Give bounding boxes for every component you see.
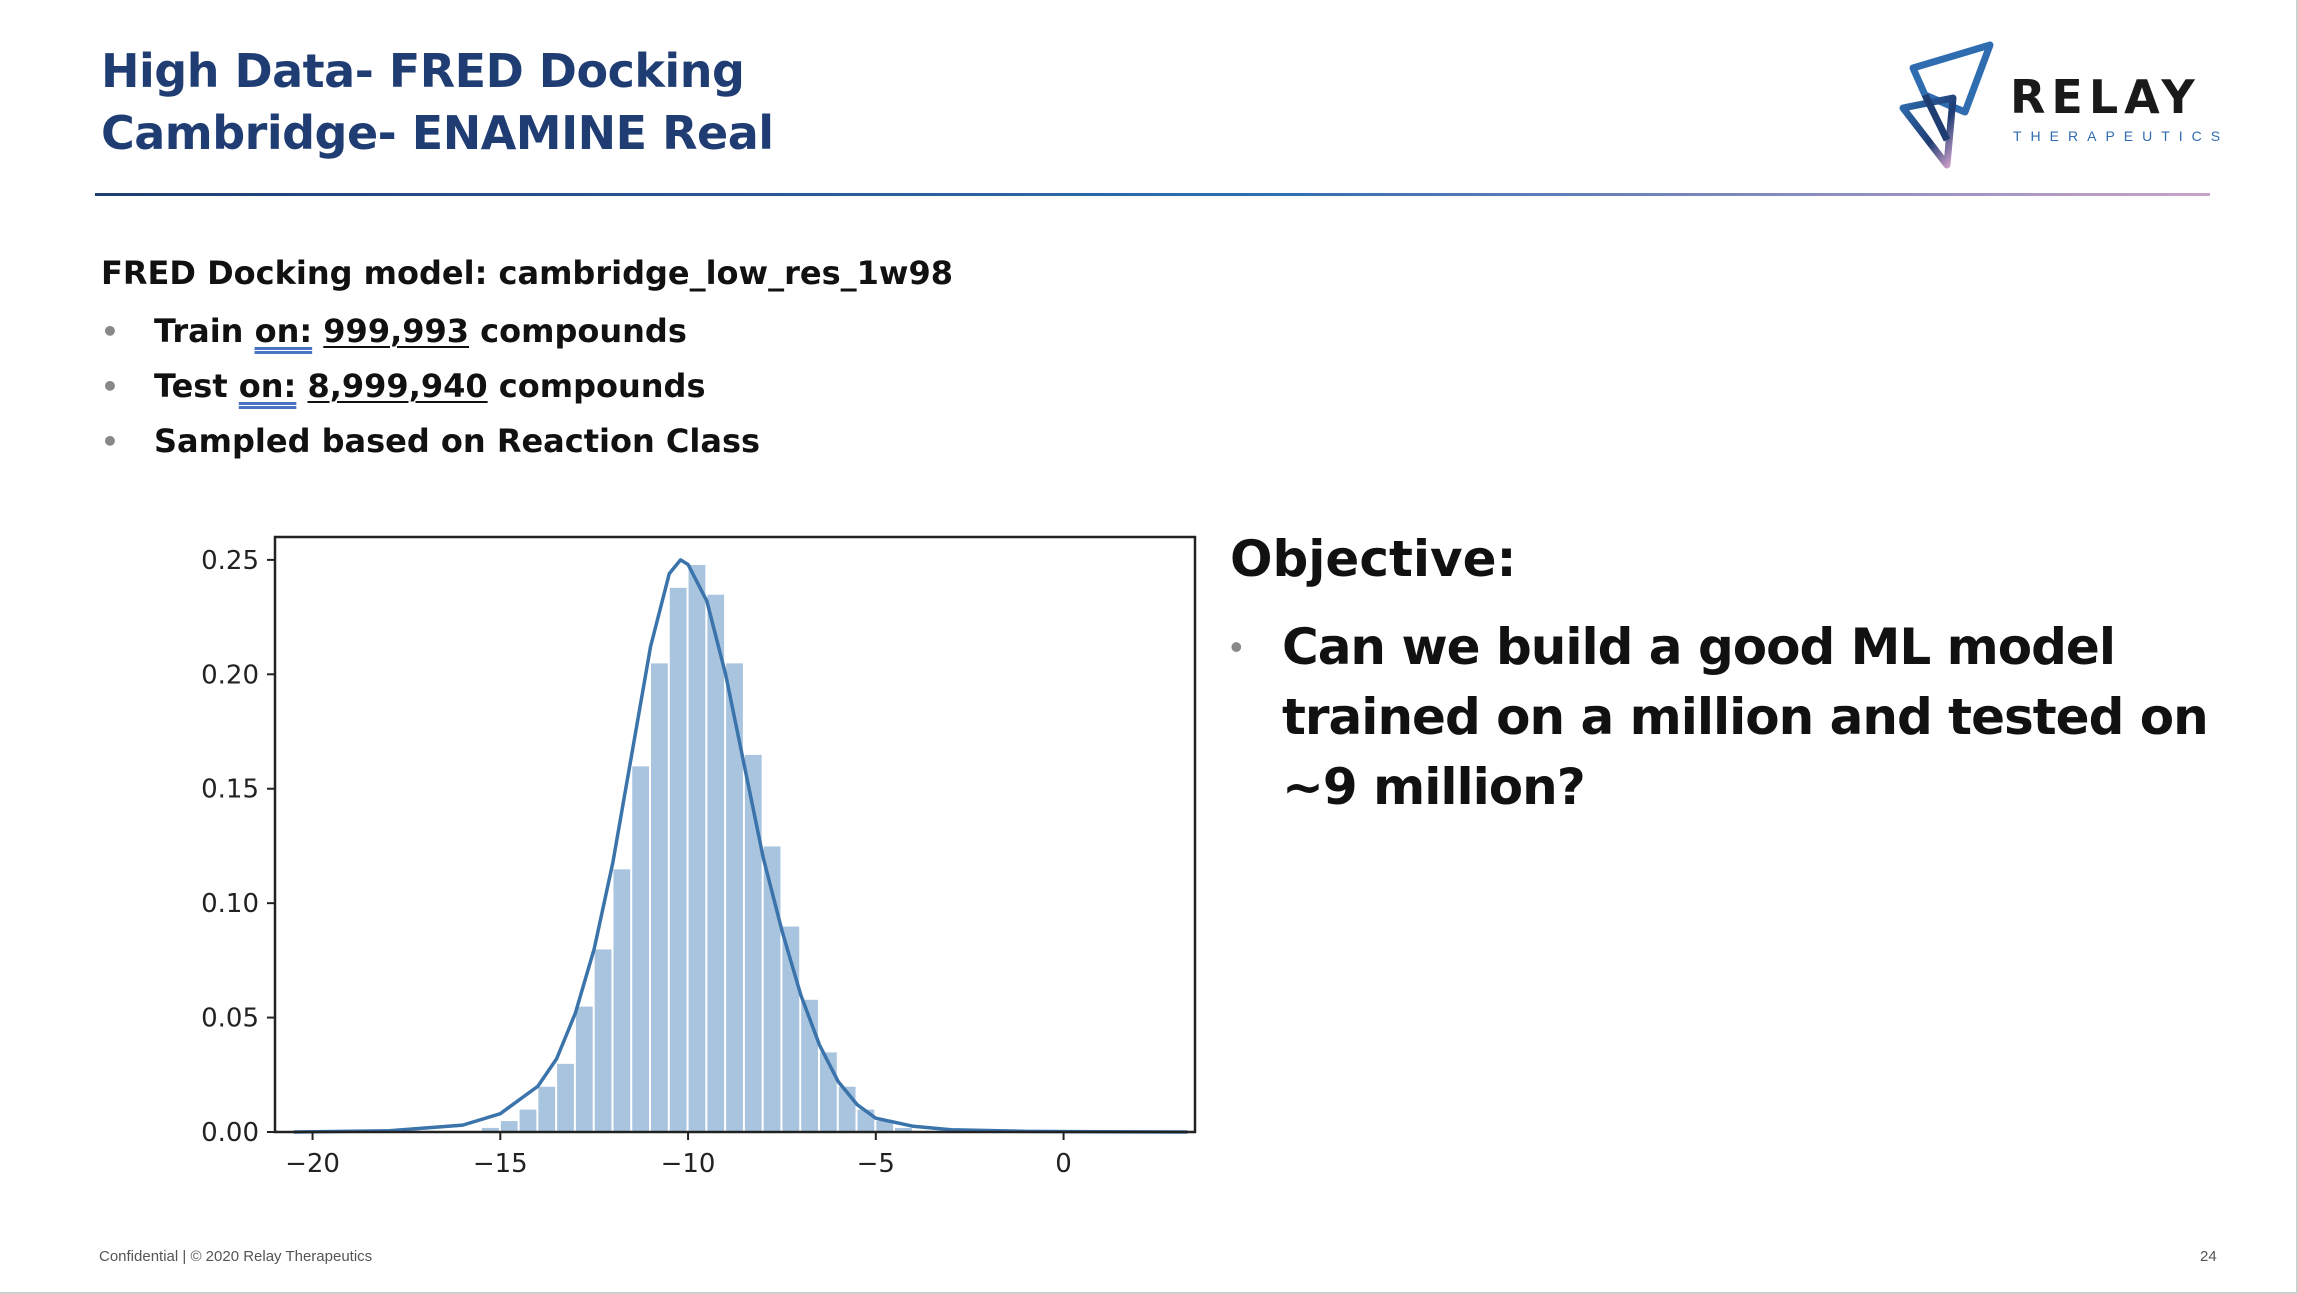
title-divider [95, 193, 2210, 196]
x-tick-label: −10 [661, 1149, 716, 1179]
histogram-bar [706, 593, 726, 1133]
histogram-bar [650, 662, 669, 1133]
x-tick-label: −15 [473, 1149, 528, 1179]
bullet-prefix: Train [154, 312, 255, 350]
x-tick-label: 0 [1055, 1149, 1072, 1179]
y-tick-label: 0.25 [201, 546, 259, 576]
kde-line [293, 558, 1188, 1134]
bullet-dot-icon: • [1230, 626, 1243, 667]
bullet-suffix: compounds [469, 312, 687, 350]
model-line: FRED Docking model: cambridge_low_res_1w… [101, 254, 953, 292]
bullet-dot-icon: • [101, 315, 119, 348]
y-tick-label: 0.05 [201, 1004, 259, 1034]
bullet-number: 999,993 [323, 312, 470, 350]
histogram-bar [556, 1062, 575, 1133]
relay-logo: RELAY THERAPEUTICS [1895, 40, 2225, 170]
histogram-bar [537, 1085, 557, 1133]
histogram-bar [499, 1120, 519, 1133]
x-tick-label: −20 [285, 1149, 340, 1179]
x-tick-label: −5 [857, 1149, 895, 1179]
bullet-prefix: Test [154, 367, 239, 405]
y-tick-label: 0.00 [201, 1118, 259, 1148]
slide-border-right [2296, 0, 2298, 1294]
bullet-text: Train on: 999,993 compounds [154, 304, 687, 359]
plot-frame [273, 535, 1197, 1134]
bullet-on: on: [254, 312, 313, 350]
logo-wordmark: RELAY [2010, 70, 2201, 124]
y-tick-label: 0.20 [201, 660, 259, 690]
title-line-2: Cambridge- ENAMINE Real [101, 106, 774, 160]
histogram-bar [518, 1108, 538, 1133]
bullet-number: 8,999,940 [307, 367, 488, 405]
relay-logo-mark-icon [1899, 41, 1994, 169]
y-tick-label: 0.10 [201, 889, 259, 919]
slide-border-bottom [0, 1292, 2298, 1294]
bullet-dot-icon: • [101, 425, 119, 458]
histogram-bar [725, 662, 744, 1133]
footer-confidential: Confidential | © 2020 Relay Therapeutics [99, 1248, 373, 1265]
histogram-bar [631, 765, 651, 1133]
histogram-bar [593, 948, 613, 1133]
histogram-bar [668, 586, 688, 1133]
bullet-text: Sampled based on Reaction Class [154, 422, 761, 460]
bullet-text: Test on: 8,999,940 compounds [154, 359, 705, 414]
bullet-dot-icon: • [101, 370, 119, 403]
histogram-bar [612, 868, 632, 1133]
title-line-1: High Data- FRED Docking [101, 44, 745, 98]
logo-subtitle: THERAPEUTICS [2013, 128, 2230, 144]
objective-heading: Objective: [1230, 530, 1517, 588]
page-number: 24 [2200, 1248, 2217, 1265]
docking-score-distribution-chart: 0.00 0.05 0.10 0.15 0.20 0.25 −20 −15 −10 −5 0 [201, 535, 1197, 1179]
y-tick-label: 0.15 [201, 775, 259, 805]
histogram-bar [574, 1005, 594, 1133]
bullet-suffix: compounds [487, 367, 706, 405]
bullet-on: on: [238, 367, 297, 405]
objective-text: Can we build a good ML model trained on … [1282, 618, 2209, 816]
histogram-bar [687, 563, 707, 1133]
slide-title: High Data- FRED Docking Cambridge- ENAMI… [101, 40, 774, 164]
